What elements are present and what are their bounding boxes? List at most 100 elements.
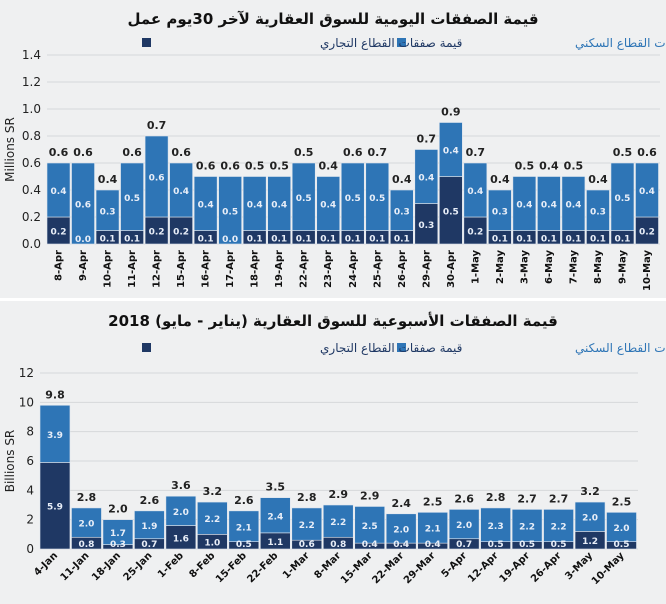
bar-residential	[316, 176, 341, 231]
x-tick-label: 19-Apr	[274, 250, 285, 288]
legend-label: قيمة صفقات القطاع السكني	[575, 341, 666, 355]
bar-residential	[414, 149, 439, 204]
bar-residential	[574, 501, 606, 532]
y-tick-label: 0.8	[22, 129, 41, 143]
data-label-total: 0.7	[147, 119, 167, 132]
bar-residential	[610, 162, 635, 231]
bar-residential	[165, 495, 197, 526]
bar-residential	[228, 510, 260, 542]
data-label-total: 0.7	[466, 146, 486, 159]
bar-residential	[242, 176, 267, 231]
legend-label: قيمة صفقات القطاع التجاري	[320, 341, 462, 356]
data-label-residential: 0.4	[320, 201, 336, 211]
data-label-commercial: 0.1	[541, 234, 557, 244]
data-label-total: 0.6	[49, 146, 69, 159]
x-tick-label: 22-Apr	[299, 250, 310, 288]
data-label-total: 0.4	[539, 160, 559, 173]
bar-residential	[354, 506, 386, 544]
data-label-commercial: 0.1	[124, 234, 140, 244]
data-label-commercial: 0.1	[320, 234, 336, 244]
legend-swatch	[142, 38, 151, 47]
y-tick-label: 0.6	[22, 156, 41, 170]
data-label-total: 0.6	[196, 160, 216, 173]
data-label-residential: 0.4	[418, 174, 434, 184]
data-label-commercial: 0.8	[78, 540, 94, 550]
data-label-total: 2.4	[391, 497, 411, 510]
y-tick-label: 6	[26, 454, 34, 468]
data-label-commercial: 0.1	[271, 234, 287, 244]
data-label-commercial: 0.1	[565, 234, 581, 244]
data-label-total: 0.9	[441, 106, 461, 119]
x-tick-label: 1-May	[470, 250, 481, 285]
bar-residential	[193, 176, 218, 231]
data-label-commercial: 0.1	[614, 234, 630, 244]
chart-title: قيمة الصفقات اليومية للسوق العقارية لآخر…	[127, 10, 538, 28]
data-label-residential: 1.7	[110, 529, 126, 539]
x-tick-label: 25-Apr	[372, 250, 383, 288]
data-label-residential: 2.2	[551, 523, 567, 533]
data-label-total: 2.6	[234, 494, 254, 507]
y-tick-label: 0.4	[22, 183, 41, 197]
y-tick-label: 2	[26, 513, 34, 527]
data-label-commercial: 0.1	[492, 234, 508, 244]
data-label-total: 0.6	[220, 160, 240, 173]
data-label-total: 3.2	[580, 485, 600, 498]
data-label-commercial: 1.1	[267, 538, 283, 548]
x-tick-label: 2-May	[495, 250, 506, 285]
y-axis-label: Millions SR	[3, 117, 17, 182]
x-tick-label: 30-Apr	[446, 250, 457, 288]
bar-residential	[291, 507, 323, 541]
y-tick-label: 0.2	[22, 210, 41, 224]
data-label-residential: 2.2	[519, 523, 535, 533]
bar-residential	[586, 189, 610, 231]
data-label-commercial: 0.0	[222, 235, 238, 245]
data-label-residential: 0.4	[565, 201, 581, 211]
data-label-total: 0.5	[515, 160, 535, 173]
data-label-commercial: 0.5	[236, 540, 252, 550]
bar-residential	[561, 176, 586, 231]
data-label-commercial: 5.9	[47, 503, 63, 513]
data-label-total: 0.7	[368, 146, 388, 159]
data-label-residential: 0.4	[541, 201, 557, 211]
legend-swatch	[397, 343, 406, 352]
x-tick-label: 9-Apr	[78, 250, 89, 281]
y-tick-label: 1.2	[22, 75, 41, 89]
data-label-commercial: 0.1	[296, 234, 312, 244]
bar-residential	[511, 509, 543, 542]
y-axis-label: Billions SR	[3, 430, 17, 493]
bar-residential	[340, 162, 365, 231]
data-label-total: 0.4	[588, 173, 608, 186]
data-label-commercial: 1.2	[582, 537, 598, 547]
data-label-total: 0.6	[73, 146, 93, 159]
data-label-total: 0.4	[318, 160, 338, 173]
data-label-residential: 0.4	[271, 201, 287, 211]
data-label-total: 0.5	[294, 146, 314, 159]
bar-residential	[71, 162, 95, 245]
data-label-total: 2.7	[549, 492, 569, 505]
data-label-commercial: 1.0	[204, 539, 220, 549]
data-label-residential: 0.5	[345, 194, 361, 204]
data-label-commercial: 0.3	[418, 221, 434, 231]
data-label-total: 0.4	[490, 173, 510, 186]
x-tick-label: 23-Apr	[323, 250, 334, 288]
data-label-total: 2.9	[360, 489, 380, 502]
y-tick-label: 0	[26, 542, 34, 556]
bar-residential	[267, 176, 291, 231]
bar-residential	[322, 504, 354, 538]
x-tick-label: 15-Apr	[176, 250, 187, 288]
data-label-total: 2.8	[77, 491, 97, 504]
bar-residential	[218, 176, 242, 245]
y-tick-label: 1.4	[22, 48, 41, 62]
data-label-commercial: 0.0	[75, 235, 91, 245]
data-label-total: 2.6	[454, 492, 474, 505]
data-label-commercial: 0.4	[362, 540, 378, 550]
data-label-residential: 2.0	[614, 524, 630, 534]
bar-residential	[488, 189, 512, 231]
data-label-total: 2.8	[486, 491, 506, 504]
data-label-total: 0.6	[343, 146, 363, 159]
data-label-total: 3.5	[266, 481, 286, 494]
data-label-total: 0.6	[637, 146, 657, 159]
data-label-commercial: 0.5	[488, 540, 504, 550]
x-tick-label: 8-May	[593, 250, 604, 285]
